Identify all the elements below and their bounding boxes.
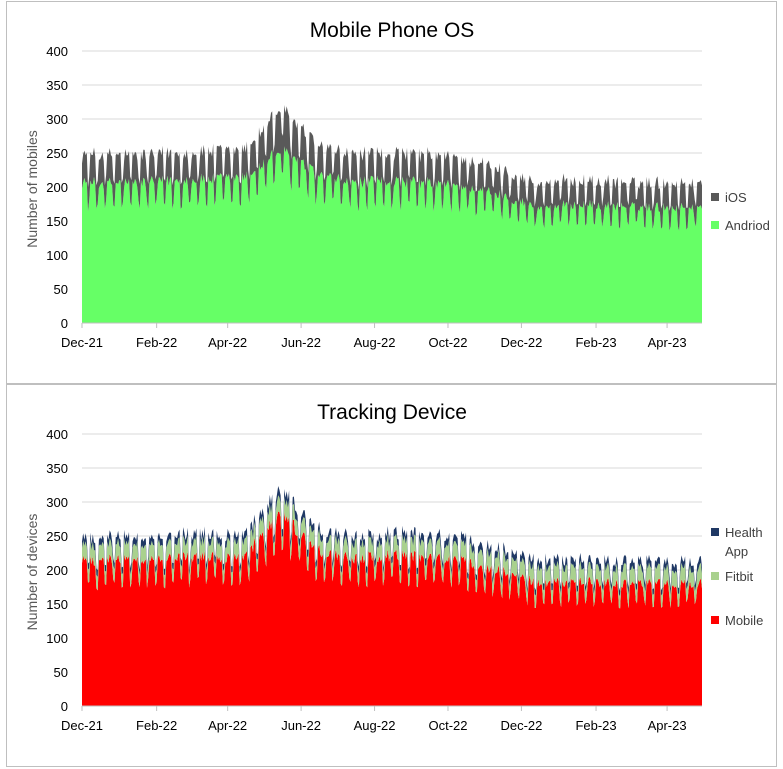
y-tick-label: 300 — [46, 112, 68, 127]
legend-swatch — [711, 221, 719, 229]
x-tick-label: Feb-23 — [575, 335, 616, 350]
x-tick-label: Dec-21 — [61, 335, 103, 350]
x-tick-label: Feb-23 — [575, 718, 616, 733]
y-tick-label: 50 — [54, 665, 68, 680]
y-tick-label: 350 — [46, 78, 68, 93]
series-area-fitbit — [82, 495, 702, 609]
legend-label: Fitbit — [725, 569, 754, 584]
y-axis-label: Number of mobiles — [24, 130, 40, 248]
chart-title: Tracking Device — [317, 401, 467, 424]
legend-label: iOS — [725, 190, 747, 205]
legend-swatch — [711, 616, 719, 624]
x-tick-label: Apr-23 — [648, 335, 687, 350]
tracking-device-chart-panel: 0 50 100 150 200 250 300 350 400 Dec-21 Feb-22 Apr-… — [6, 384, 777, 767]
x-tick-label: Apr-22 — [208, 335, 247, 350]
legend-swatch — [711, 572, 719, 580]
y-tick-label: 250 — [46, 146, 68, 161]
x-tick-label: Dec-22 — [500, 718, 542, 733]
mobile-os-chart: 0 50 100 150 200 250 300 350 400 Dec-21 Feb-22 Apr-… — [24, 19, 770, 350]
series-area-mobile — [82, 511, 702, 706]
y-tick-label: 50 — [54, 282, 68, 297]
x-tick-label: Jun-22 — [281, 335, 321, 350]
y-tick-label: 200 — [46, 563, 68, 578]
x-tick-label: Aug-22 — [354, 335, 396, 350]
y-tick-label: 400 — [46, 44, 68, 59]
y-tick-label: 100 — [46, 248, 68, 263]
legend-label: Andriod — [725, 218, 770, 233]
y-tick-label: 400 — [46, 427, 68, 442]
x-tick-label: Feb-22 — [136, 718, 177, 733]
y-tick-label: 0 — [61, 699, 68, 714]
tracking-device-chart: 0 50 100 150 200 250 300 350 400 Dec-21 Feb-22 Apr-… — [24, 401, 763, 733]
y-tick-label: 350 — [46, 461, 68, 476]
x-tick-label: Oct-22 — [428, 718, 467, 733]
x-tick-label: Aug-22 — [354, 718, 396, 733]
y-tick-label: 150 — [46, 214, 68, 229]
series-area-andriod — [82, 146, 702, 323]
x-tick-label: Apr-22 — [208, 718, 247, 733]
y-tick-label: 150 — [46, 597, 68, 612]
y-tick-label: 200 — [46, 180, 68, 195]
series-area-ios — [82, 105, 702, 231]
y-axis-label: Number of devices — [24, 514, 40, 631]
x-tick-label: Jun-22 — [281, 718, 321, 733]
legend-swatch — [711, 528, 719, 536]
x-tick-label: Dec-22 — [500, 335, 542, 350]
x-tick-label: Oct-22 — [428, 335, 467, 350]
chart-title: Mobile Phone OS — [310, 19, 475, 42]
y-tick-label: 300 — [46, 495, 68, 510]
x-tick-label: Feb-22 — [136, 335, 177, 350]
y-tick-label: 100 — [46, 631, 68, 646]
x-tick-label: Dec-21 — [61, 718, 103, 733]
mobile-os-chart-panel: 0 50 100 150 200 250 300 350 400 Dec-21 Feb-22 Apr-… — [6, 1, 777, 384]
legend-label: Health App — [725, 525, 763, 559]
legend-label: Mobile — [725, 613, 763, 628]
y-tick-label: 0 — [61, 316, 68, 331]
series-area-health-app — [82, 486, 702, 597]
legend-swatch — [711, 193, 719, 201]
y-tick-label: 250 — [46, 529, 68, 544]
x-tick-label: Apr-23 — [648, 718, 687, 733]
